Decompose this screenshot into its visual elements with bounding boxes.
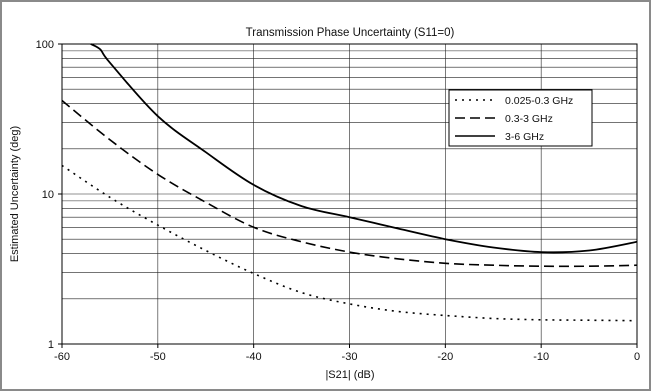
x-tick-label: 0 — [634, 351, 640, 363]
chart-title: Transmission Phase Uncertainty (S11=0) — [246, 27, 455, 39]
legend: 0.025-0.3 GHz 0.3-3 GHz 3-6 GHz — [448, 89, 593, 147]
y-tick-label: 1 — [48, 339, 54, 351]
x-tick-label: -40 — [246, 351, 262, 363]
x-axis-label: |S21| (dB) — [325, 369, 374, 381]
x-tick-label: -60 — [54, 351, 70, 363]
x-tick-label: -30 — [342, 351, 358, 363]
series-line-2 — [90, 43, 638, 254]
series-layer — [61, 43, 638, 322]
y-tick-label: 10 — [42, 189, 54, 201]
x-tick-label: -10 — [533, 351, 549, 363]
legend-label-2: 3-6 GHz — [505, 131, 544, 143]
legend-label-1: 0.3-3 GHz — [505, 113, 553, 125]
series-line-0 — [61, 164, 638, 322]
x-tick-label: -20 — [437, 351, 453, 363]
y-tick-label: 100 — [36, 39, 54, 51]
legend-label-0: 0.025-0.3 GHz — [505, 95, 573, 107]
y-axis-label: Estimated Uncertainty (deg) — [9, 126, 21, 262]
grid-layer — [62, 44, 637, 344]
tick-layer: -60 -50 -40 -30 -20 -10 0 1 10 100 — [36, 39, 640, 363]
series-line-1 — [61, 99, 638, 268]
x-tick-label: -50 — [150, 351, 166, 363]
